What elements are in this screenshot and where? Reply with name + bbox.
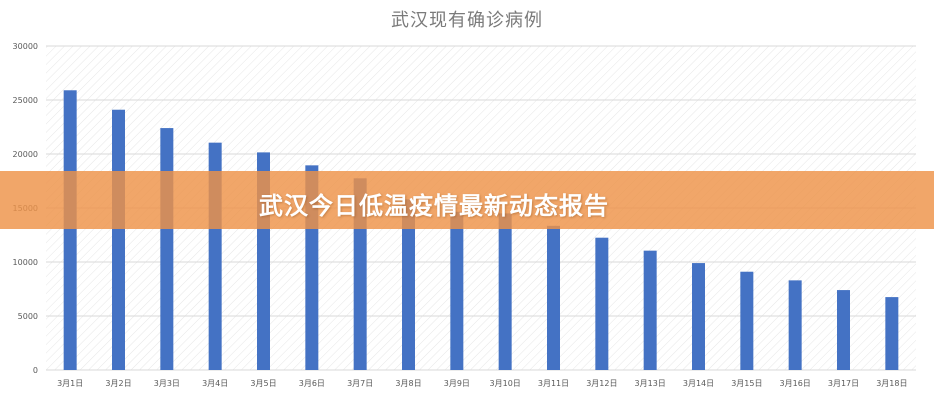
x-tick-label: 3月3日 bbox=[154, 379, 180, 388]
bar-3月8日 bbox=[402, 199, 415, 370]
x-tick-label: 3月4日 bbox=[202, 379, 228, 388]
bar-3月9日 bbox=[450, 211, 464, 370]
bar-3月18日 bbox=[885, 297, 899, 370]
y-tick-label: 30000 bbox=[13, 42, 38, 51]
bar-3月14日 bbox=[692, 263, 705, 370]
x-tick-label: 3月18日 bbox=[876, 379, 907, 388]
bar-3月16日 bbox=[788, 280, 802, 370]
x-tick-label: 3月1日 bbox=[57, 379, 83, 388]
y-tick-label: 10000 bbox=[13, 258, 38, 267]
bar-3月12日 bbox=[595, 237, 609, 370]
bar-3月3日 bbox=[160, 128, 174, 370]
x-tick-label: 3月5日 bbox=[250, 379, 276, 388]
headline-text: 武汉今日低温疫情最新动态报告 bbox=[259, 192, 609, 220]
x-tick-label: 3月13日 bbox=[635, 379, 666, 388]
bar-3月10日 bbox=[498, 213, 512, 370]
x-tick-label: 3月15日 bbox=[731, 379, 762, 388]
x-tick-label: 3月11日 bbox=[538, 379, 569, 388]
bar-3月13日 bbox=[643, 250, 657, 370]
y-tick-label: 0 bbox=[33, 366, 38, 375]
x-tick-label: 3月10日 bbox=[490, 379, 521, 388]
bar-3月17日 bbox=[837, 290, 850, 370]
x-tick-label: 3月2日 bbox=[105, 379, 131, 388]
x-tick-label: 3月8日 bbox=[395, 379, 421, 388]
x-axis-ticks: 3月1日 3月2日 3月3日 3月4日 3月5日 3月6日 3月7日 3月8日 3月9日 3月10… bbox=[57, 379, 907, 388]
x-tick-label: 3月9日 bbox=[444, 379, 470, 388]
x-tick-label: 3月16日 bbox=[780, 379, 811, 388]
x-tick-label: 3月7日 bbox=[347, 379, 373, 388]
bar-3月2日 bbox=[112, 109, 125, 370]
x-tick-label: 3月6日 bbox=[299, 379, 325, 388]
bar-3月15日 bbox=[740, 271, 754, 370]
x-tick-label: 3月12日 bbox=[586, 379, 617, 388]
headline-banner bbox=[0, 171, 934, 229]
bar-3月1日 bbox=[63, 90, 77, 370]
x-tick-label: 3月17日 bbox=[828, 379, 859, 388]
y-tick-label: 25000 bbox=[13, 96, 38, 105]
bar-3月11日 bbox=[547, 225, 560, 370]
chart-title: 武汉现有确诊病例 bbox=[391, 10, 543, 31]
x-tick-label: 3月14日 bbox=[683, 379, 714, 388]
y-tick-label: 5000 bbox=[18, 312, 38, 321]
y-tick-label: 20000 bbox=[13, 150, 38, 159]
